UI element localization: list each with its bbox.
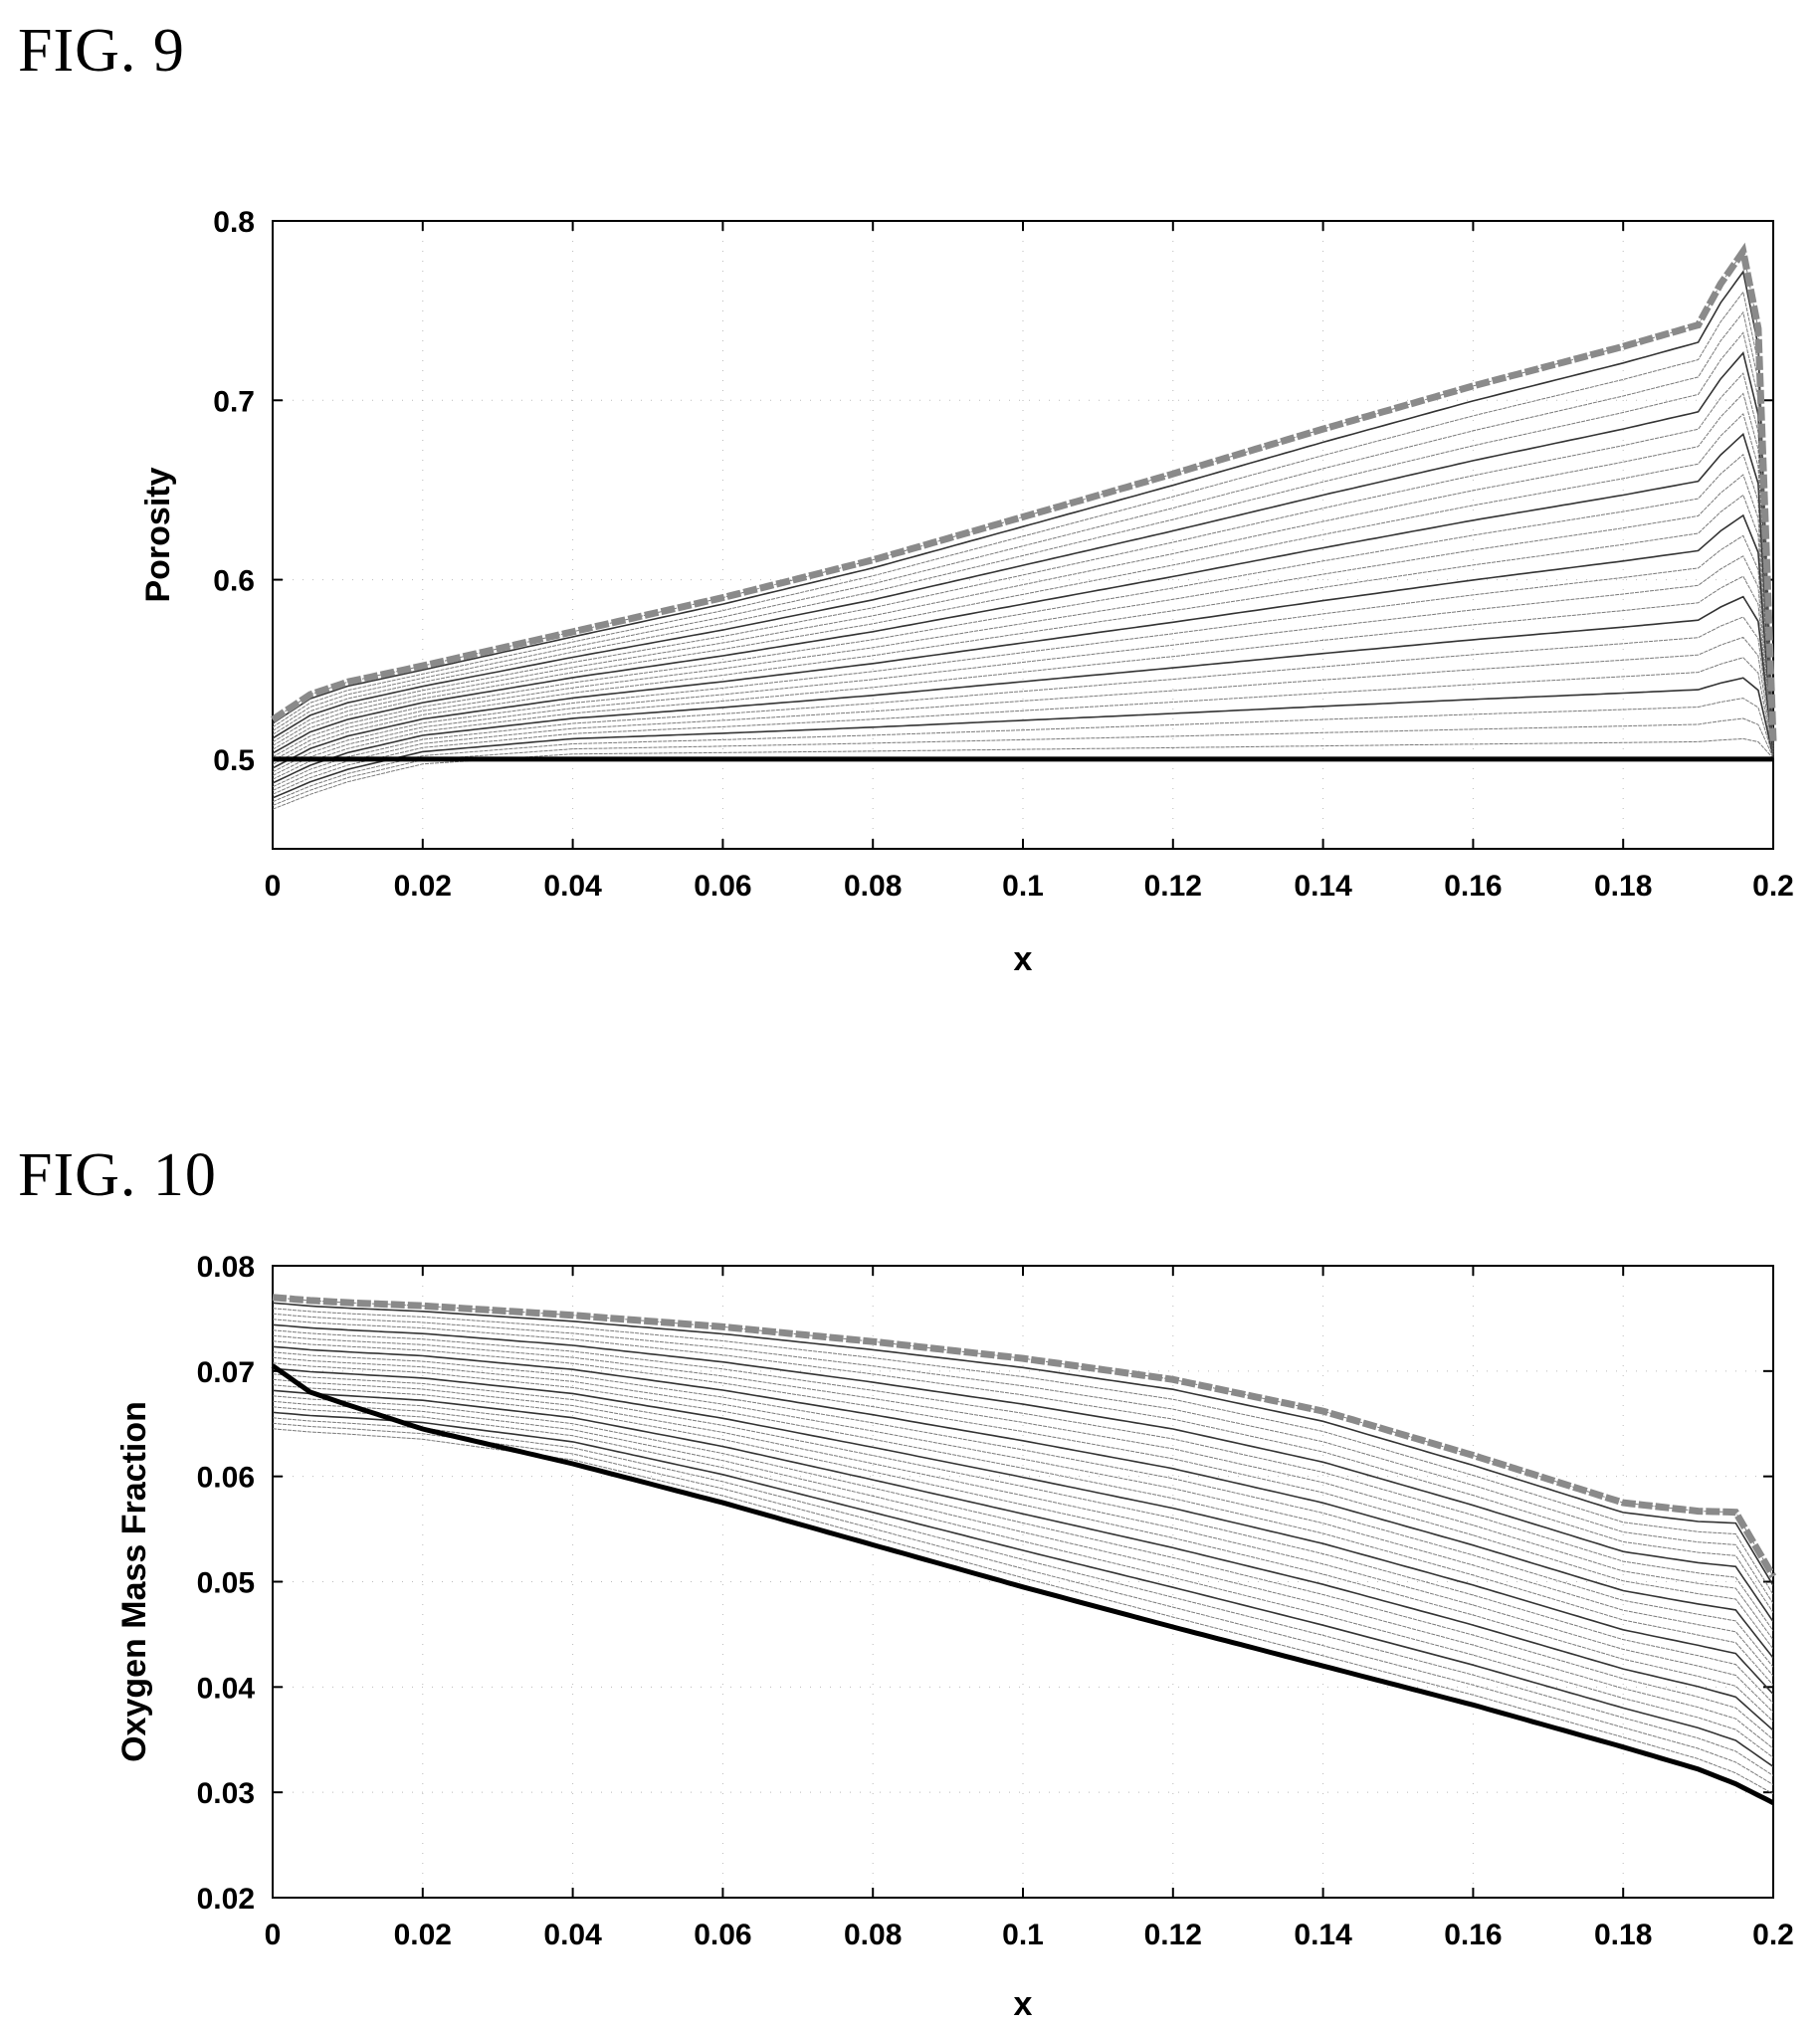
series-line-6 [272,657,1774,795]
series-line-17 [272,432,1774,754]
series-line-20 [272,1329,1774,1632]
x-tick-label: 0.08 [844,1919,902,1951]
series-line-19 [272,1334,1774,1641]
y-tick-label: 0.6 [213,565,255,598]
x-tick-label: 0.2 [1752,870,1794,903]
x-tick-label: 0.06 [694,1919,751,1951]
x-tick-label: 0.06 [694,870,751,903]
series-line-11 [272,555,1774,776]
series-line-2 [272,1428,1774,1795]
final-series-line [272,1294,1777,1578]
series-line-4 [272,1417,1774,1776]
x-tick-label: 0.12 [1144,870,1202,903]
series-line-21 [272,351,1774,745]
series-line-11 [272,1378,1774,1714]
y-tick-label: 0.5 [213,744,255,777]
x-tick-label: 0.1 [1002,1919,1044,1951]
series-line-12 [272,534,1774,773]
series-line-25 [272,1302,1774,1586]
x-tick-label: 0 [265,870,282,903]
series-line-7 [272,1400,1774,1749]
figure-10-label: FIG. 10 [18,1141,217,1209]
series-line-22 [272,1319,1774,1613]
series-line-10 [272,1384,1774,1723]
y-tick-label: 0.8 [213,206,255,239]
series-line-17 [272,1345,1774,1659]
series-line-3 [272,717,1774,806]
series-line-9 [272,1389,1774,1731]
series-line-21 [272,1323,1774,1623]
x-tick-label: 0.04 [543,1919,602,1951]
x-tick-label: 0.16 [1444,1919,1502,1951]
series-line-24 [272,291,1774,743]
series-line-18 [272,1340,1774,1650]
y-tick-label: 0.03 [197,1777,255,1810]
series-line-20 [272,372,1774,746]
series-line-23 [272,310,1774,744]
series-line-13 [272,513,1774,769]
y-axis-title: Porosity [139,467,177,602]
x-tick-label: 0.02 [394,1919,452,1951]
x-tick-label: 0.14 [1294,1919,1352,1951]
y-tick-label: 0.08 [197,1251,255,1284]
x-tick-label: 0.04 [543,870,602,903]
series-line-19 [272,392,1774,746]
y-tick-label: 0.02 [197,1883,255,1916]
series-line-23 [272,1313,1774,1604]
series-line-5 [272,1411,1774,1767]
x-axis-title: x [1014,940,1033,978]
series-line-15 [272,1356,1774,1677]
series-line-9 [272,595,1774,784]
y-tick-label: 0.7 [213,385,255,418]
series-group [271,242,1777,810]
series-line-8 [272,1395,1774,1740]
series-line-13 [272,1367,1774,1696]
y-tick-label: 0.06 [197,1462,255,1495]
series-group [271,1294,1777,1806]
x-axis-title: x [1014,1985,1033,2023]
series-line-7 [272,636,1774,791]
series-line-3 [272,1422,1774,1785]
series-line-25 [272,270,1774,742]
series-line-12 [272,1373,1774,1704]
x-tick-label: 0.18 [1594,1919,1652,1951]
figure-9-label: FIG. 9 [18,17,185,85]
x-tick-label: 0.1 [1002,870,1044,903]
final-series-line [271,242,1777,741]
x-tick-label: 0.2 [1752,1919,1794,1951]
series-line-14 [272,494,1774,765]
y-tick-label: 0.07 [197,1356,255,1389]
y-tick-label: 0.04 [197,1672,256,1705]
x-tick-label: 0 [265,1919,282,1951]
x-tick-label: 0.12 [1144,1919,1202,1951]
x-tick-label: 0.14 [1294,870,1352,903]
series-line-24 [272,1308,1774,1595]
series-line-4 [272,698,1774,803]
x-tick-label: 0.08 [844,870,902,903]
series-line-22 [272,331,1774,744]
series-line-5 [272,677,1774,799]
y-axis-title: Oxygen Mass Fraction [115,1401,153,1762]
series-line-16 [272,453,1774,758]
series-line-15 [272,474,1774,761]
series-line-8 [272,616,1774,788]
initial-series-line [271,1363,1775,1806]
y-tick-label: 0.05 [197,1567,255,1600]
porosity-chart: 0 0.02 0.04 0.06 0.08 0.1 0.12 0.14 0.16 0.18 0.2 0… [139,206,1794,978]
series-line-6 [272,1406,1774,1758]
x-tick-label: 0.18 [1594,870,1652,903]
x-tick-label: 0.16 [1444,870,1502,903]
series-line-14 [272,1362,1774,1686]
series-line-10 [272,575,1774,780]
series-line-16 [272,1351,1774,1668]
x-tick-label: 0.02 [394,870,452,903]
series-line-18 [272,412,1774,750]
